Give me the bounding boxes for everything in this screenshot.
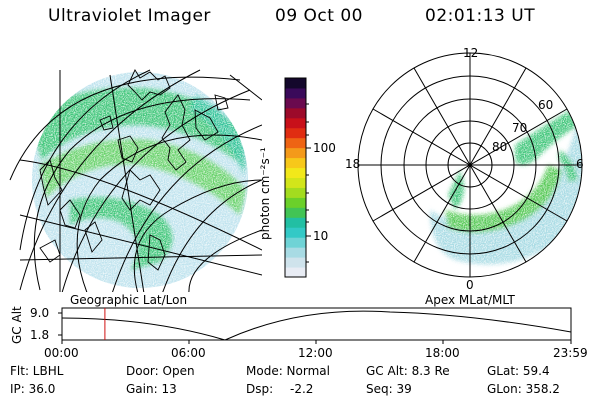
info-filter: Flt: LBHL	[10, 364, 64, 378]
info-door: Door: Open	[126, 364, 195, 378]
time-label: 02:01:13 UT	[425, 6, 536, 26]
mlt-label-0: 0	[466, 278, 474, 292]
colorbar-segment	[285, 187, 306, 198]
info-dsp-label: Dsp:	[246, 382, 274, 396]
colorbar-segment	[285, 147, 306, 159]
mlat-label-60: 60	[538, 98, 554, 112]
timeline-ytick-high: 9.0	[30, 306, 50, 320]
colorbar-segment	[285, 177, 306, 188]
colorbar	[284, 77, 311, 278]
polar-map	[357, 52, 583, 278]
geographic-map	[9, 69, 262, 292]
colorbar-tick-10: 10	[313, 229, 329, 243]
info-glat: GLat: 59.4	[487, 364, 550, 378]
mlat-label-80: 80	[492, 140, 508, 154]
info-mode: Mode: Normal	[246, 364, 330, 378]
altitude-timeline	[58, 307, 572, 344]
mlat-label-70: 70	[512, 121, 528, 135]
timeline-xtick-0000: 00:00	[44, 346, 79, 360]
colorbar-tick-100: 100	[313, 141, 336, 155]
colorbar-segment	[285, 197, 306, 208]
colorbar-segment	[285, 87, 306, 99]
info-glon: GLon: 358.2	[487, 382, 560, 396]
colorbar-segment	[285, 117, 306, 129]
timeline-ylabel: GC Alt	[10, 306, 24, 344]
info-seq: Seq: 39	[366, 382, 412, 396]
mlt-label-12: 12	[463, 46, 479, 60]
date-label: 09 Oct 00	[275, 6, 363, 26]
colorbar-segment	[285, 267, 306, 278]
colorbar-unit-label: photon cm⁻²s⁻¹	[258, 147, 272, 240]
info-gain: Gain: 13	[126, 382, 177, 396]
colorbar-segment	[285, 127, 306, 139]
left-map-caption: Geographic Lat/Lon	[70, 293, 188, 307]
right-map-caption: Apex MLat/MLT	[425, 293, 515, 307]
colorbar-segment	[285, 207, 306, 218]
colorbar-segment	[285, 78, 306, 89]
colorbar-segment	[285, 167, 306, 178]
timeline-xtick-1800: 18:00	[425, 346, 460, 360]
mlt-label-18: 18	[345, 157, 361, 171]
info-ip: IP: 36.0	[10, 382, 56, 396]
colorbar-segment	[285, 247, 306, 258]
colorbar-segment	[285, 237, 306, 248]
timeline-xtick-2359: 23:59	[553, 346, 588, 360]
colorbar-segment	[285, 227, 306, 238]
colorbar-segment	[285, 157, 306, 169]
timeline-xtick-1200: 12:00	[298, 346, 333, 360]
timeline-ytick-low: 1.8	[30, 328, 50, 342]
colorbar-segment	[285, 107, 306, 119]
instrument-title: Ultraviolet Imager	[48, 6, 211, 26]
mlt-label-6: 6	[576, 157, 584, 171]
colorbar-segment	[285, 257, 306, 268]
colorbar-segment	[285, 217, 306, 228]
colorbar-segment	[285, 137, 306, 149]
info-dsp-value: -2.2	[290, 382, 314, 396]
timeline-xtick-0600: 06:00	[171, 346, 206, 360]
info-gc-alt: GC Alt: 8.3 Re	[366, 364, 450, 378]
colorbar-segment	[285, 97, 306, 109]
